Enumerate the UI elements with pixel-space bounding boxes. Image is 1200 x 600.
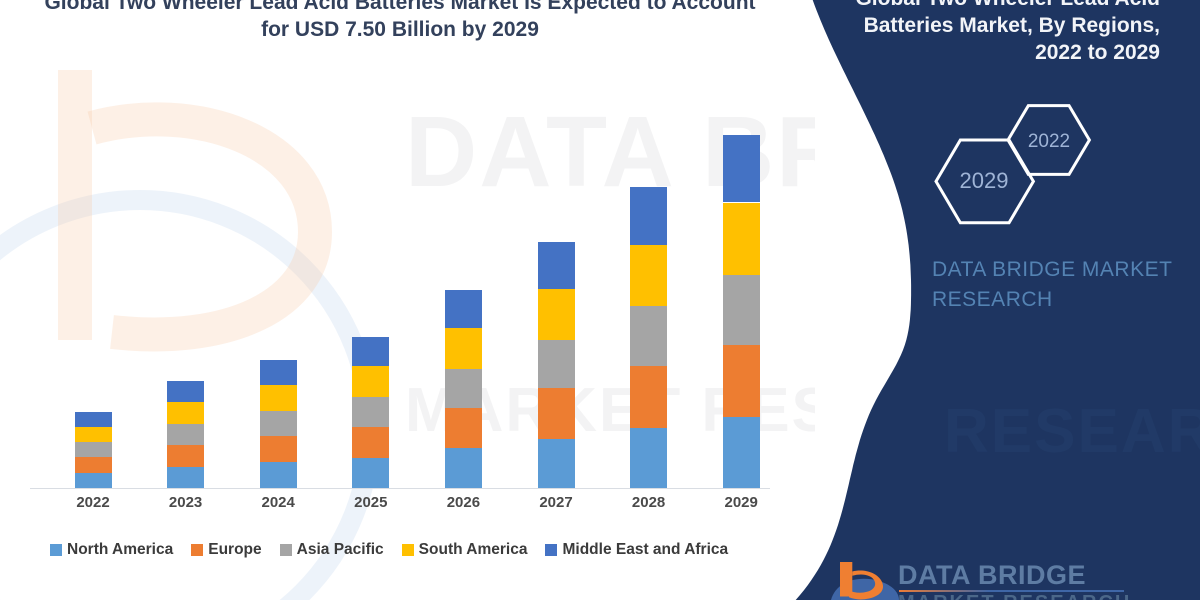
svg-text:2029: 2029 bbox=[960, 168, 1009, 193]
svg-text:RESEARCH: RESEARCH bbox=[944, 397, 1200, 466]
svg-text:2022: 2022 bbox=[1028, 131, 1070, 152]
